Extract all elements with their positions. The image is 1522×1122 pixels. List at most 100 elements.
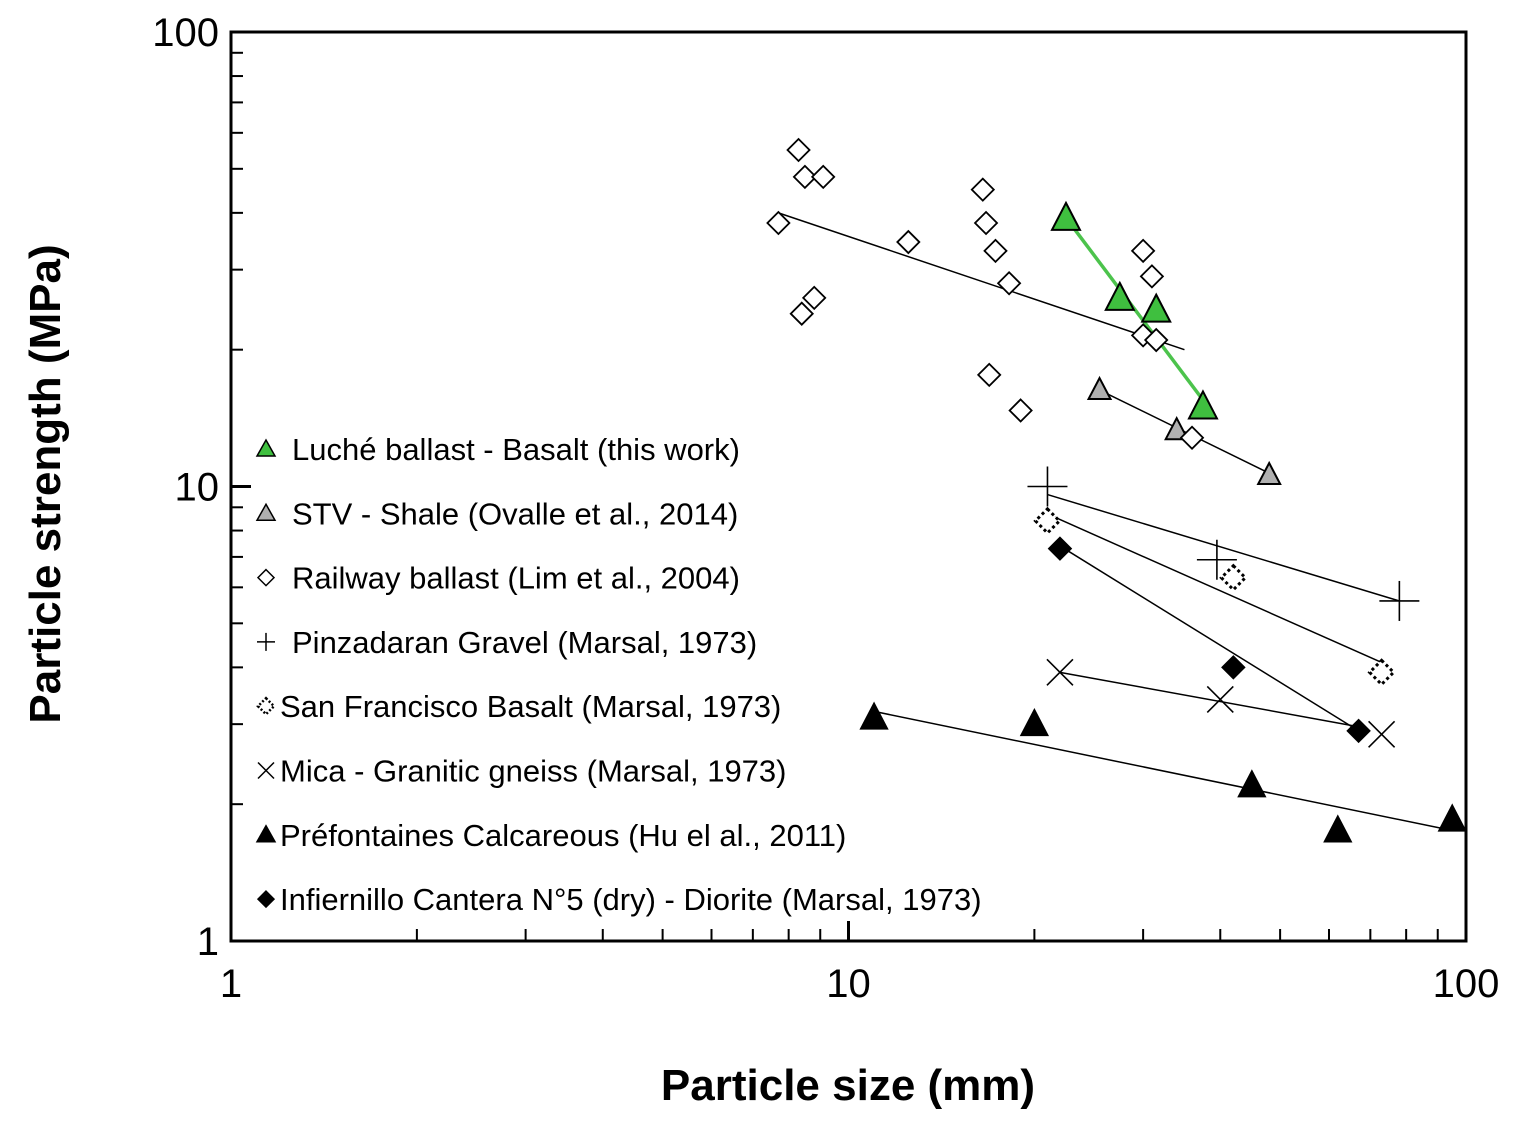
axes: 1 10 100 1 10 100 — [152, 11, 1499, 1006]
point-series-2-17 — [1179, 425, 1205, 451]
triangle-marker — [1164, 416, 1190, 441]
point-series-2-11 — [1130, 238, 1156, 264]
point-series-0-1 — [1104, 280, 1136, 311]
diamond-marker — [1221, 655, 1246, 680]
data-markers — [766, 137, 1467, 843]
point-series-2-3 — [766, 210, 791, 236]
legend-label-3: Pinzadaran Gravel (Marsal, 1973) — [292, 625, 757, 660]
diamond-marker — [1008, 398, 1033, 423]
legend-label-6: Préfontaines Calcareous (Hu el al., 2011… — [280, 818, 846, 853]
legend-label-0: Luché ballast - Basalt (this work) — [292, 432, 740, 467]
point-series-3-2 — [1379, 580, 1420, 621]
point-series-2-10 — [996, 270, 1022, 296]
point-series-5-2 — [1368, 720, 1396, 748]
diamond-marker — [983, 238, 1008, 264]
point-series-2-1 — [792, 164, 818, 190]
point-series-2-2 — [810, 164, 836, 190]
point-series-2-9 — [983, 238, 1008, 264]
point-series-1-0 — [1086, 375, 1113, 401]
point-series-5-0 — [1046, 658, 1074, 686]
legend-marker — [256, 890, 276, 909]
diamond-marker — [976, 362, 1002, 388]
y-tick-label: 100 — [152, 11, 219, 55]
legend: Luché ballast - Basalt (this work) STV - … — [255, 432, 982, 917]
diamond-marker — [1219, 563, 1248, 592]
diamond-marker — [973, 210, 999, 236]
point-series-1-2 — [1256, 460, 1282, 485]
x-tick-label: 1 — [220, 962, 242, 1006]
point-series-0-0 — [1050, 200, 1082, 231]
x-marker-b — [1368, 720, 1396, 748]
point-series-4-0 — [1033, 506, 1062, 536]
point-series-6-2 — [1237, 769, 1267, 798]
point-series-7-2 — [1346, 718, 1371, 744]
fit-line-series-6 — [873, 710, 1453, 832]
point-series-3-0 — [1027, 466, 1068, 507]
diamond-marker — [970, 177, 996, 202]
x-axis-title: Particle size (mm) — [661, 1061, 1035, 1110]
diamond-marker — [1047, 536, 1073, 561]
legend-item-0: Luché ballast - Basalt (this work) — [255, 432, 740, 467]
triangle-marker — [1237, 769, 1267, 798]
point-series-1-1 — [1164, 416, 1190, 441]
diamond-marker — [996, 270, 1022, 296]
legend-label-4: San Francisco Basalt (Marsal, 1973) — [280, 689, 781, 724]
legend-item-5: Mica - Granitic gneiss (Marsal, 1973) — [257, 754, 787, 789]
legend-marker — [256, 568, 276, 587]
diamond-marker — [1033, 506, 1062, 536]
point-series-2-4 — [896, 229, 921, 255]
diamond-marker — [766, 210, 791, 236]
x-tick-label: 100 — [1433, 962, 1500, 1006]
diamond-marker — [1367, 658, 1396, 687]
diamond-marker — [810, 164, 836, 190]
legend-marker-b — [257, 761, 275, 780]
diamond-marker — [1179, 425, 1205, 451]
legend-label-1: STV - Shale (Ovalle et al., 2014) — [292, 496, 738, 531]
legend-marker — [255, 824, 277, 843]
legend-marker — [255, 502, 277, 522]
diamond-marker — [792, 164, 818, 190]
diamond-marker — [1130, 238, 1156, 264]
point-series-3-1 — [1196, 539, 1237, 580]
point-series-0-3 — [1187, 389, 1219, 420]
legend-item-3: Pinzadaran Gravel (Marsal, 1973) — [257, 625, 757, 660]
legend-marker — [256, 696, 276, 716]
point-series-7-0 — [1047, 536, 1073, 561]
diamond-marker — [801, 285, 827, 311]
triangle-marker — [1019, 707, 1050, 737]
fit-line-series-7 — [1059, 545, 1359, 732]
point-series-5-1 — [1206, 685, 1234, 714]
point-series-7-1 — [1221, 655, 1246, 680]
point-series-0-2 — [1140, 292, 1172, 323]
x-tick-label: 10 — [826, 962, 871, 1006]
y-tick-label: 10 — [175, 466, 220, 510]
triangle-marker — [1187, 389, 1219, 420]
triangle-marker — [1086, 375, 1113, 401]
triangle-marker — [1050, 200, 1082, 231]
legend-item-1: STV - Shale (Ovalle et al., 2014) — [255, 496, 738, 531]
point-series-4-1 — [1219, 563, 1248, 592]
point-series-2-6 — [789, 301, 815, 326]
legend-label-5: Mica - Granitic gneiss (Marsal, 1973) — [280, 754, 787, 789]
plot-frame — [229, 30, 1468, 943]
triangle-marker — [1140, 292, 1172, 323]
fit-line-series-3 — [1047, 493, 1400, 602]
point-series-6-3 — [1323, 814, 1353, 843]
fit-lines — [778, 212, 1453, 832]
triangle-marker — [1437, 803, 1467, 832]
diamond-marker — [786, 137, 811, 163]
fit-line-series-4 — [1047, 513, 1382, 664]
legend-item-2: Railway ballast (Lim et al., 2004) — [256, 561, 740, 596]
point-series-6-1 — [1019, 707, 1050, 737]
legend-label-2: Railway ballast (Lim et al., 2004) — [292, 561, 740, 596]
point-series-2-7 — [970, 177, 996, 202]
fit-line-series-5 — [1059, 671, 1363, 729]
point-series-2-14 — [1143, 327, 1169, 353]
point-series-6-4 — [1437, 803, 1467, 832]
x-marker-b — [1046, 658, 1074, 686]
fit-line-series-2 — [778, 212, 1185, 351]
triangle-marker — [1104, 280, 1136, 311]
legend-item-7: Infiernillo Cantera N°5 (dry) - Diorite … — [256, 882, 982, 917]
legend-item-4: San Francisco Basalt (Marsal, 1973) — [256, 689, 781, 724]
diamond-marker — [1143, 327, 1169, 353]
